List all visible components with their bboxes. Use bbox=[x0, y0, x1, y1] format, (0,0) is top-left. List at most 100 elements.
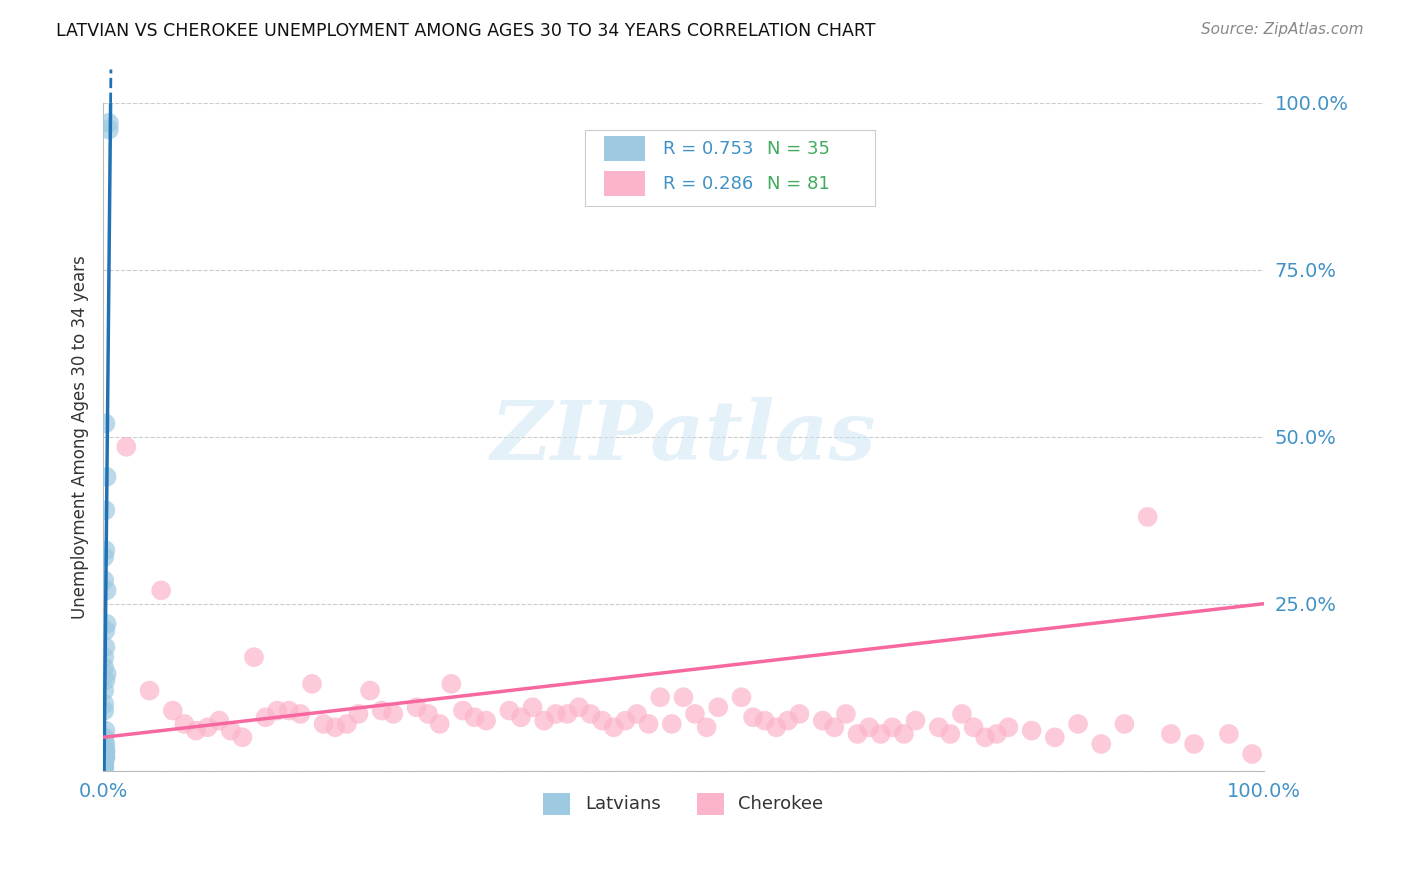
Point bbox=[962, 720, 984, 734]
Point bbox=[835, 706, 858, 721]
Point bbox=[986, 727, 1008, 741]
Point bbox=[277, 704, 299, 718]
Point bbox=[94, 624, 117, 638]
Point bbox=[974, 731, 997, 745]
Point bbox=[882, 720, 904, 734]
FancyBboxPatch shape bbox=[585, 129, 875, 206]
Point bbox=[96, 583, 118, 598]
Point bbox=[823, 720, 845, 734]
Point bbox=[208, 714, 231, 728]
Point bbox=[94, 737, 117, 751]
Point bbox=[893, 727, 915, 741]
Point bbox=[94, 744, 117, 758]
Point bbox=[846, 727, 869, 741]
Point bbox=[115, 440, 138, 454]
Point bbox=[939, 727, 962, 741]
Point bbox=[150, 583, 173, 598]
Text: R = 0.286: R = 0.286 bbox=[662, 175, 752, 193]
Point bbox=[93, 760, 115, 774]
Point bbox=[707, 700, 730, 714]
Point bbox=[603, 720, 626, 734]
Point bbox=[789, 706, 811, 721]
Point bbox=[93, 757, 115, 772]
Point bbox=[1136, 510, 1159, 524]
Point bbox=[94, 503, 117, 517]
Point bbox=[463, 710, 485, 724]
Point bbox=[533, 714, 555, 728]
Point bbox=[94, 750, 117, 764]
Point bbox=[96, 666, 118, 681]
Point bbox=[93, 750, 115, 764]
Point bbox=[96, 470, 118, 484]
Point bbox=[498, 704, 520, 718]
Point bbox=[1114, 717, 1136, 731]
Text: N = 35: N = 35 bbox=[768, 140, 830, 158]
Text: ZIPatlas: ZIPatlas bbox=[491, 397, 876, 477]
Point bbox=[754, 714, 776, 728]
Legend: Latvians, Cherokee: Latvians, Cherokee bbox=[536, 785, 831, 822]
FancyBboxPatch shape bbox=[605, 171, 645, 196]
Point bbox=[94, 640, 117, 654]
Point bbox=[950, 706, 973, 721]
Point bbox=[1160, 727, 1182, 741]
Point bbox=[359, 683, 381, 698]
Point bbox=[1241, 747, 1264, 761]
Point bbox=[510, 710, 533, 724]
Point bbox=[266, 704, 288, 718]
Point bbox=[683, 706, 706, 721]
Point bbox=[742, 710, 765, 724]
Point bbox=[347, 706, 370, 721]
Point bbox=[1218, 727, 1240, 741]
Point bbox=[997, 720, 1019, 734]
Point bbox=[93, 737, 115, 751]
Point bbox=[93, 757, 115, 772]
Point bbox=[323, 720, 346, 734]
Point bbox=[522, 700, 544, 714]
Point bbox=[405, 700, 427, 714]
Point bbox=[94, 723, 117, 738]
Point bbox=[290, 706, 312, 721]
Point bbox=[93, 760, 115, 774]
Point bbox=[382, 706, 405, 721]
Point bbox=[93, 697, 115, 711]
Point bbox=[579, 706, 602, 721]
Point bbox=[661, 717, 683, 731]
FancyBboxPatch shape bbox=[605, 136, 645, 161]
Point bbox=[94, 673, 117, 688]
Point bbox=[93, 754, 115, 768]
Point bbox=[858, 720, 880, 734]
Point bbox=[904, 714, 927, 728]
Point bbox=[1182, 737, 1205, 751]
Point bbox=[1043, 731, 1066, 745]
Text: Source: ZipAtlas.com: Source: ZipAtlas.com bbox=[1201, 22, 1364, 37]
Point bbox=[730, 690, 752, 705]
Point bbox=[96, 616, 118, 631]
Point bbox=[1067, 717, 1090, 731]
Point bbox=[811, 714, 834, 728]
Point bbox=[93, 731, 115, 745]
Point bbox=[93, 760, 115, 774]
Point bbox=[429, 717, 451, 731]
Point bbox=[1021, 723, 1043, 738]
Point bbox=[94, 747, 117, 761]
Point bbox=[869, 727, 891, 741]
Point bbox=[626, 706, 648, 721]
Point bbox=[475, 714, 498, 728]
Text: R = 0.753: R = 0.753 bbox=[662, 140, 754, 158]
Point bbox=[301, 677, 323, 691]
Point bbox=[254, 710, 277, 724]
Point bbox=[197, 720, 219, 734]
Point bbox=[93, 704, 115, 718]
Point bbox=[93, 660, 115, 674]
Point bbox=[370, 704, 392, 718]
Y-axis label: Unemployment Among Ages 30 to 34 years: Unemployment Among Ages 30 to 34 years bbox=[72, 255, 89, 619]
Point bbox=[928, 720, 950, 734]
Point bbox=[173, 717, 195, 731]
Text: N = 81: N = 81 bbox=[768, 175, 830, 193]
Point bbox=[614, 714, 637, 728]
Point bbox=[97, 122, 120, 136]
Point bbox=[557, 706, 579, 721]
Point bbox=[184, 723, 207, 738]
Point bbox=[1090, 737, 1112, 751]
Point bbox=[97, 116, 120, 130]
